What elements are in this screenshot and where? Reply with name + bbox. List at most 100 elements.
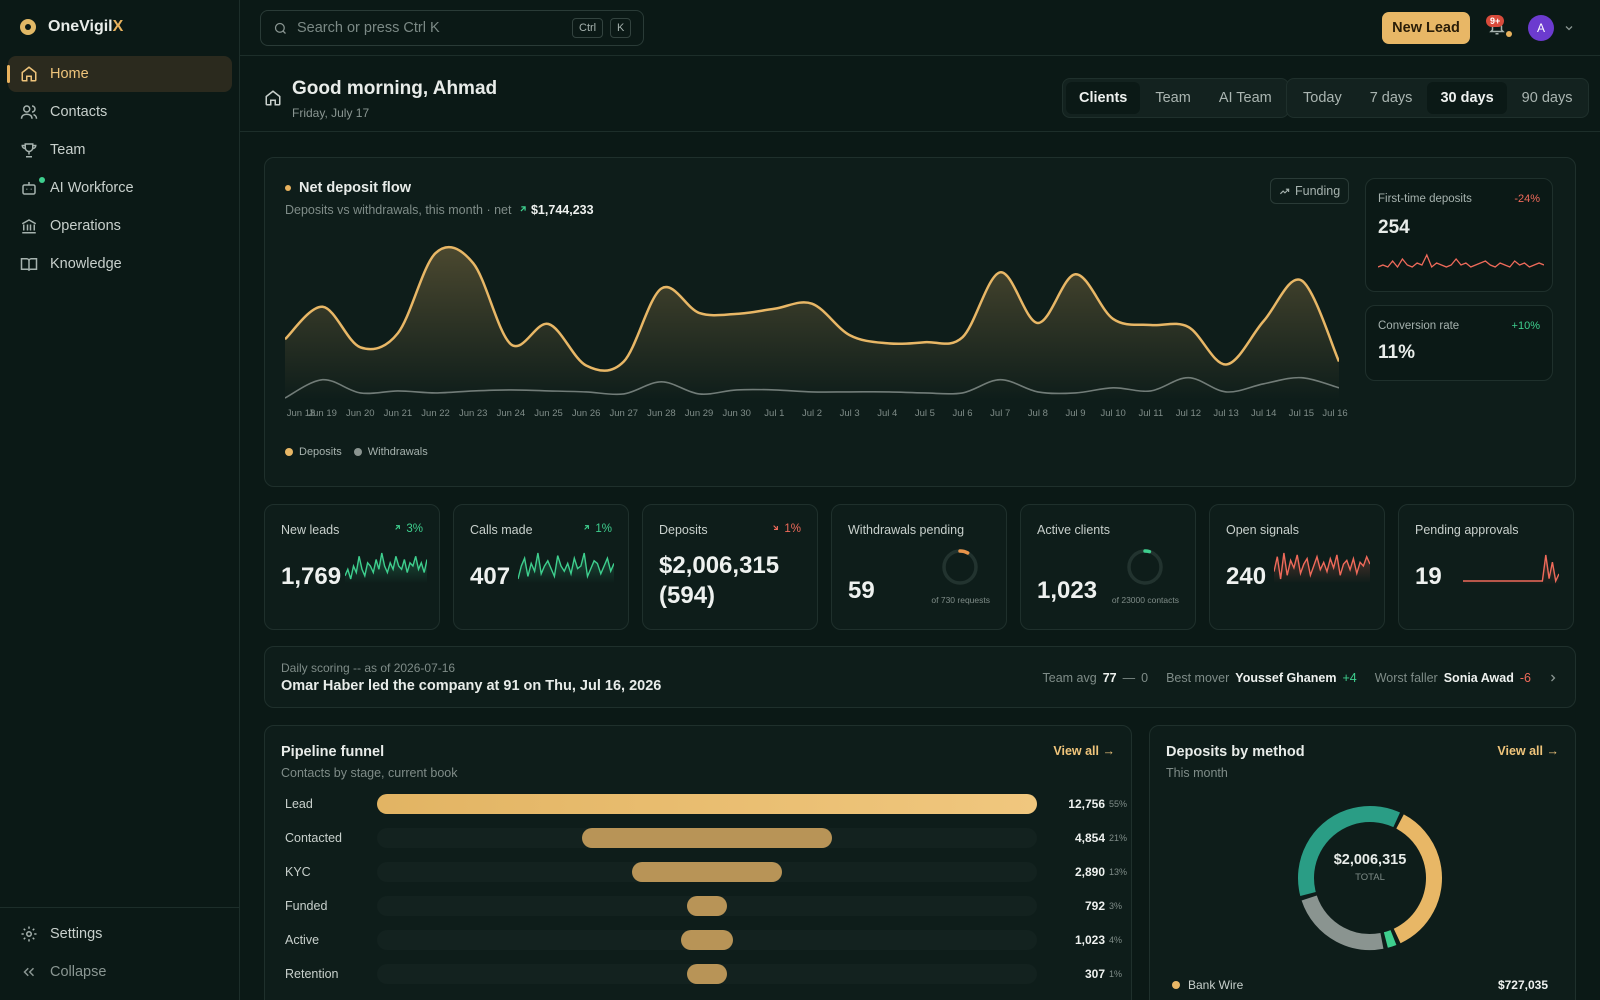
scoring-headline: Omar Haber led the company at 91 on Thu,… — [281, 678, 662, 694]
daily-scoring-strip[interactable]: Daily scoring -- as of 2026-07-16 Omar H… — [264, 646, 1576, 708]
net-value: $1,744,233 — [530, 203, 594, 217]
funnel-count: 2,890 — [1074, 865, 1105, 879]
tab-ai-team[interactable]: AI Team — [1218, 90, 1272, 106]
funnel-bar — [686, 896, 728, 916]
funnel-percent: 1% — [1109, 969, 1123, 979]
settings-button[interactable]: Settings — [8, 916, 232, 952]
first-time-deposits-card: First-time deposits -24% 254 — [1365, 178, 1553, 292]
sparkline — [1274, 552, 1370, 580]
collapse-label: Collapse — [50, 964, 107, 980]
sidebar: OneVigilX Home Contacts Team AI Workforc… — [0, 0, 240, 1000]
tab-90-days[interactable]: 90 days — [1521, 90, 1573, 106]
withdrawals-progress-ring — [942, 549, 978, 585]
sidebar-item-label: Home — [50, 66, 89, 82]
x-tick-label: Jul 2 — [801, 408, 823, 419]
x-tick-label: Jun 28 — [647, 408, 676, 419]
sidebar-item-ai-workforce[interactable]: AI Workforce — [8, 170, 232, 206]
tab-30-days[interactable]: 30 days — [1427, 82, 1507, 114]
funnel-row-lead[interactable]: Lead 12,756 55% — [285, 794, 1127, 814]
sidebar-item-contacts[interactable]: Contacts — [8, 94, 232, 130]
view-all-link[interactable]: View all → — [1053, 744, 1115, 758]
kpi-calls-made[interactable]: Calls made 1% 407 — [453, 504, 629, 630]
kpi-value: 240 — [1226, 563, 1267, 590]
kpi-active-clients[interactable]: Active clients 1,023 of 23000 contacts — [1020, 504, 1196, 630]
robot-icon — [22, 182, 36, 195]
new-leads-sparkline — [345, 552, 427, 583]
x-tick-label: Jul 9 — [1065, 408, 1086, 419]
chevron-right-icon[interactable] — [1547, 672, 1559, 684]
conversion-rate-card: Conversion rate +10% 11% — [1365, 305, 1553, 381]
status-dot — [39, 177, 45, 183]
kpi-delta: 1% — [582, 523, 612, 535]
chevron-down-icon[interactable] — [1563, 22, 1575, 34]
tab-today[interactable]: Today — [1303, 90, 1342, 106]
tab-clients[interactable]: Clients — [1066, 82, 1141, 114]
panel-subtitle: This month — [1166, 766, 1228, 780]
search-placeholder: Search or press Ctrl K — [297, 20, 440, 36]
ring-progress — [1127, 549, 1163, 585]
withdrawals-line — [285, 376, 1339, 399]
sidebar-item-home[interactable]: Home — [7, 56, 232, 92]
scoring-label: Daily scoring -- as of 2026-07-16 — [281, 661, 456, 675]
funnel-percent: 55% — [1109, 799, 1128, 809]
chart-legend: Deposits Withdrawals — [285, 446, 428, 458]
collapse-button[interactable]: Collapse — [8, 954, 232, 990]
donut-total-value: $2,006,315 — [1333, 852, 1407, 868]
stat-title: First-time deposits — [1378, 193, 1472, 205]
x-tick-label: Jul 15 — [1288, 408, 1315, 419]
stat-delta: +10% — [1511, 320, 1540, 332]
kpi-open-signals[interactable]: Open signals 240 — [1209, 504, 1385, 630]
kpi-withdrawals-pending[interactable]: Withdrawals pending 59 of 730 requests — [831, 504, 1007, 630]
sidebar-item-label: AI Workforce — [50, 180, 134, 196]
x-tick-label: Jul 8 — [1027, 408, 1048, 419]
calls-made-sparkline — [518, 552, 614, 583]
chevrons-left-icon — [23, 967, 35, 977]
page-title: Good morning, Ahmad — [292, 78, 498, 99]
panel-title: Deposits by method — [1166, 744, 1305, 760]
avatar[interactable]: A — [1528, 15, 1554, 41]
funnel-bar — [687, 964, 727, 984]
topbar: Search or press Ctrl K Ctrl K New Lead 9… — [240, 0, 1600, 56]
tab-team[interactable]: Team — [1155, 90, 1191, 106]
kbd-k: K — [610, 18, 632, 38]
funnel-row-retention[interactable]: Retention 307 1% — [285, 964, 1122, 984]
funding-button[interactable]: Funding — [1270, 178, 1350, 204]
sidebar-item-team[interactable]: Team — [8, 132, 232, 168]
brand[interactable]: OneVigilX — [20, 18, 123, 36]
tab-7-days[interactable]: 7 days — [1369, 90, 1413, 106]
pending-approvals-sparkline — [1463, 554, 1559, 585]
funnel-track — [377, 964, 1037, 984]
funnel-row-active[interactable]: Active 1,023 4% — [285, 930, 1122, 950]
x-tick-label: Jun 18 — [286, 408, 316, 419]
first-time-deposits-sparkline — [1378, 253, 1544, 269]
kpi-new-leads[interactable]: New leads 3% 1,769 — [264, 504, 440, 630]
view-all-link[interactable]: View all → — [1497, 744, 1559, 758]
kpi-pending-approvals[interactable]: Pending approvals 19 — [1398, 504, 1574, 630]
new-lead-button[interactable]: New Lead — [1382, 12, 1470, 44]
kpi-deposits[interactable]: Deposits 1% $2,006,315 (594) — [642, 504, 818, 630]
funnel-row-contacted[interactable]: Contacted 4,854 21% — [285, 828, 1127, 848]
sidebar-item-label: Operations — [50, 218, 121, 234]
funnel-stage-label: Active — [285, 933, 320, 947]
kpi-title: Withdrawals pending — [848, 523, 965, 537]
deposits-by-method-card: Deposits by method This month View all →… — [1149, 725, 1576, 1000]
kpi-value: 59 — [848, 577, 875, 604]
kpi-subtext: of 23000 contacts — [1111, 595, 1179, 605]
sidebar-nav: Home Contacts Team AI Workforce Operatio… — [7, 56, 232, 284]
sidebar-item-operations[interactable]: Operations — [8, 208, 232, 244]
sidebar-item-knowledge[interactable]: Knowledge — [8, 246, 232, 282]
kpi-subtext: of 730 requests — [931, 595, 990, 605]
legend-withdrawals: Withdrawals — [353, 446, 428, 458]
kpi-value: 1,023 — [1037, 577, 1098, 604]
x-tick-label: Jul 11 — [1138, 408, 1164, 419]
search-input[interactable]: Search or press Ctrl K Ctrl K — [260, 10, 644, 46]
funnel-count: 12,756 — [1068, 797, 1105, 811]
legend-bank-wire: Bank Wire $727,035 — [1172, 978, 1548, 992]
panel-title: Pipeline funnel — [281, 744, 385, 760]
funnel-stage-label: KYC — [285, 865, 311, 879]
funnel-stage-label: Contacted — [285, 831, 342, 845]
worst-faller-name: Sonia Awad — [1443, 671, 1514, 685]
funnel-row-funded[interactable]: Funded 792 3% — [285, 896, 1122, 916]
funnel-row-kyc[interactable]: KYC 2,890 13% — [285, 862, 1127, 882]
gear-icon — [21, 926, 37, 942]
